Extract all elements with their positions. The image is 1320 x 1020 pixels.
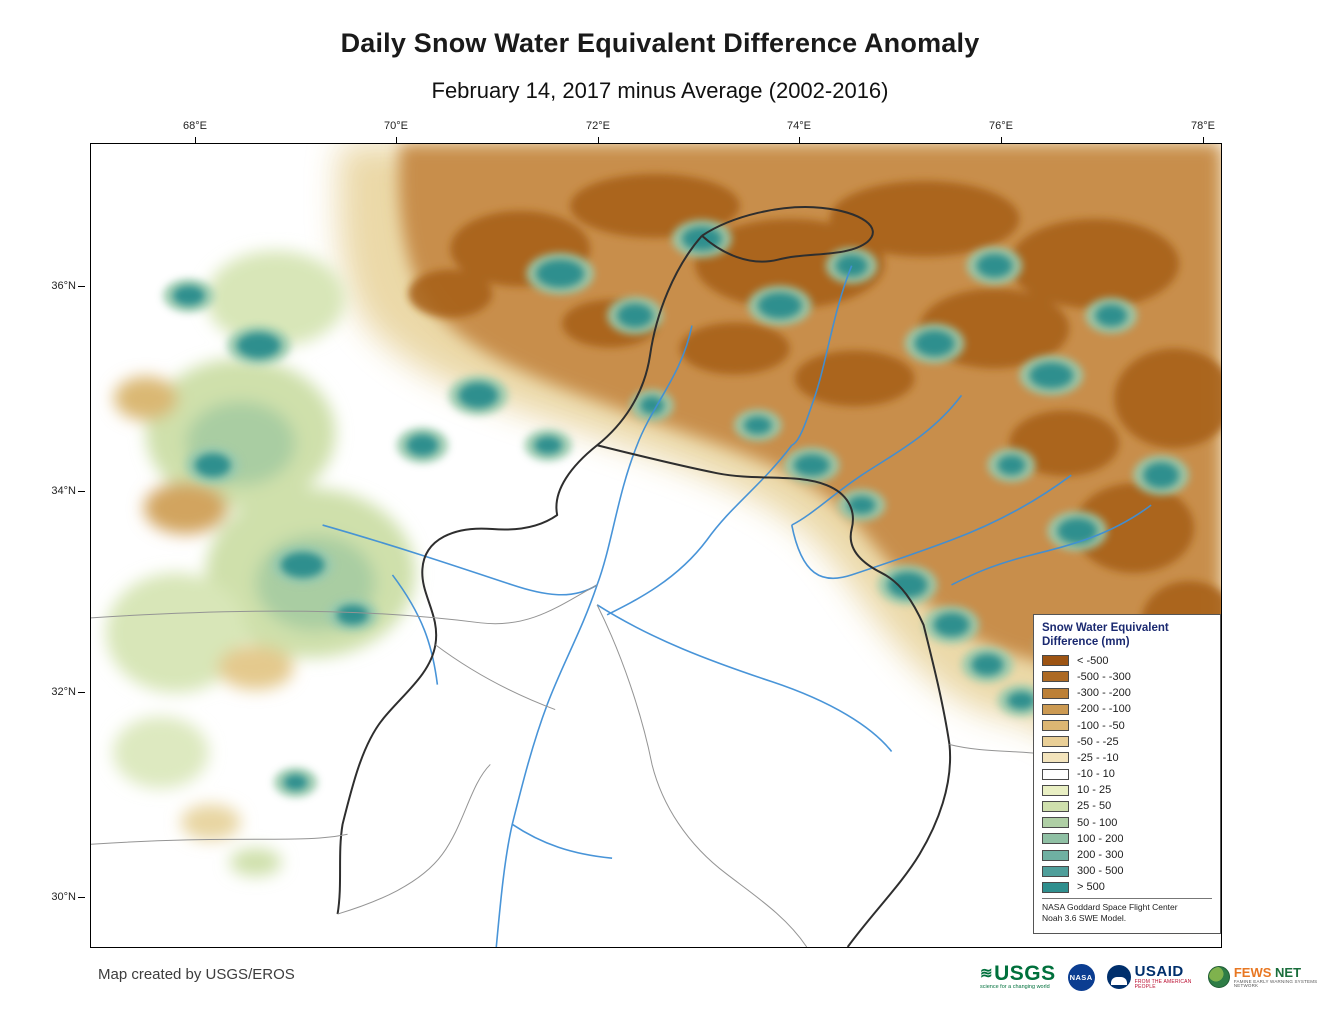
usaid-logo-text: USAID bbox=[1134, 963, 1184, 980]
longitude-tick-label: 72°E bbox=[586, 120, 610, 143]
fewsnet-logo-text: FEWS NET bbox=[1233, 964, 1302, 980]
legend-swatch bbox=[1042, 865, 1069, 877]
legend-entry-label: -300 - -200 bbox=[1077, 687, 1131, 700]
footer-logos: ≋ USGS science for a changing world NASA… bbox=[980, 956, 1320, 998]
legend-swatch bbox=[1042, 703, 1069, 715]
legend-entries: < -500 -500 - -300 -300 - -200 - bbox=[1042, 655, 1212, 893]
legend-entry: -200 - -100 bbox=[1042, 703, 1212, 715]
fewsnet-globe-icon bbox=[1207, 966, 1230, 988]
usaid-tagline: FROM THE AMERICAN PEOPLE bbox=[1134, 979, 1192, 990]
legend-entry: -50 - -25 bbox=[1042, 736, 1212, 748]
legend-entry: 50 - 100 bbox=[1042, 817, 1212, 829]
legend-entry: 200 - 300 bbox=[1042, 849, 1212, 861]
legend-entry-label: 50 - 100 bbox=[1077, 816, 1118, 829]
longitude-tick-label: 68°E bbox=[183, 120, 207, 143]
legend-swatch bbox=[1042, 881, 1069, 893]
legend-entry: 100 - 200 bbox=[1042, 833, 1212, 845]
fewsnet-logo: FEWS NET FAMINE EARLY WARNING SYSTEMS NE… bbox=[1207, 964, 1320, 989]
legend-entry: 300 - 500 bbox=[1042, 865, 1212, 877]
latitude-axis: 36°N 34°N 32°N 30°N bbox=[0, 143, 90, 948]
legend-entry-label: -500 - -300 bbox=[1077, 670, 1131, 683]
legend-entry: 25 - 50 bbox=[1042, 800, 1212, 812]
legend-entry: -100 - -50 bbox=[1042, 720, 1212, 732]
legend-entry-label: 100 - 200 bbox=[1077, 832, 1124, 845]
legend-swatch bbox=[1042, 736, 1069, 748]
longitude-tick-label: 78°E bbox=[1191, 120, 1215, 143]
legend-swatch bbox=[1042, 768, 1069, 780]
legend-entry: > 500 bbox=[1042, 881, 1212, 893]
legend-entry-label: -50 - -25 bbox=[1077, 735, 1119, 748]
usaid-seal-icon bbox=[1106, 965, 1131, 989]
legend-swatch bbox=[1042, 655, 1069, 667]
legend-swatch bbox=[1042, 671, 1069, 683]
legend-swatch bbox=[1042, 720, 1069, 731]
nasa-logo-text: NASA bbox=[1069, 972, 1093, 982]
latitude-tick-label: 34°N bbox=[51, 485, 85, 497]
usgs-wave-icon: ≋ bbox=[980, 965, 994, 983]
longitude-tick-label: 76°E bbox=[989, 120, 1013, 143]
usgs-logo: ≋ USGS science for a changing world bbox=[980, 963, 1056, 991]
latitude-tick-label: 32°N bbox=[51, 686, 85, 698]
legend-entry: -300 - -200 bbox=[1042, 687, 1212, 699]
legend-entry-label: > 500 bbox=[1077, 881, 1105, 894]
legend-entry-label: 10 - 25 bbox=[1077, 784, 1112, 797]
legend: Snow Water Equivalent Difference (mm) < … bbox=[1033, 614, 1221, 934]
legend-swatch bbox=[1042, 752, 1069, 764]
usgs-logo-text: USGS bbox=[994, 962, 1056, 986]
legend-entry-label: -200 - -100 bbox=[1077, 703, 1131, 716]
fewsnet-tagline: FAMINE EARLY WARNING SYSTEMS NETWORK bbox=[1233, 978, 1318, 988]
latitude-tick-label: 30°N bbox=[51, 891, 85, 903]
legend-entry-label: < -500 bbox=[1077, 654, 1109, 667]
legend-swatch bbox=[1042, 849, 1069, 861]
legend-swatch bbox=[1042, 833, 1069, 845]
map-credit: Map created by USGS/EROS bbox=[98, 966, 295, 983]
nasa-meatball-icon: NASA bbox=[1067, 963, 1095, 991]
legend-swatch bbox=[1042, 817, 1069, 829]
map-frame: Snow Water Equivalent Difference (mm) < … bbox=[90, 143, 1222, 948]
legend-entry-label: -100 - -50 bbox=[1077, 719, 1125, 732]
legend-entry: -500 - -300 bbox=[1042, 671, 1212, 683]
legend-swatch bbox=[1042, 784, 1069, 796]
legend-title: Snow Water Equivalent Difference (mm) bbox=[1042, 622, 1169, 649]
legend-entry-label: 300 - 500 bbox=[1077, 865, 1124, 878]
usaid-logo: USAID FROM THE AMERICAN PEOPLE bbox=[1106, 963, 1196, 990]
legend-swatch bbox=[1042, 800, 1069, 812]
legend-source-note: NASA Goddard Space Flight Center Noah 3.… bbox=[1042, 897, 1212, 924]
legend-entry: -25 - -10 bbox=[1042, 752, 1212, 764]
longitude-tick-label: 70°E bbox=[384, 120, 408, 143]
page-subtitle: February 14, 2017 minus Average (2002-20… bbox=[431, 78, 889, 103]
latitude-tick-label: 36°N bbox=[51, 280, 85, 292]
legend-entry: -10 - 10 bbox=[1042, 768, 1212, 780]
legend-entry-label: 200 - 300 bbox=[1077, 849, 1124, 861]
longitude-axis: 68°E 70°E 72°E 74°E 76°E 78°E bbox=[90, 116, 1222, 143]
legend-entry-label: -25 - -10 bbox=[1077, 751, 1119, 764]
nasa-logo: NASA bbox=[1067, 963, 1095, 991]
longitude-tick-label: 74°E bbox=[787, 120, 811, 143]
page-title: Daily Snow Water Equivalent Difference A… bbox=[340, 28, 980, 58]
legend-entry-label: 25 - 50 bbox=[1077, 800, 1112, 813]
legend-entry-label: -10 - 10 bbox=[1077, 768, 1115, 781]
legend-entry: 10 - 25 bbox=[1042, 784, 1212, 796]
legend-entry: < -500 bbox=[1042, 655, 1212, 667]
usgs-tagline: science for a changing world bbox=[980, 984, 1050, 991]
legend-swatch bbox=[1042, 687, 1069, 699]
